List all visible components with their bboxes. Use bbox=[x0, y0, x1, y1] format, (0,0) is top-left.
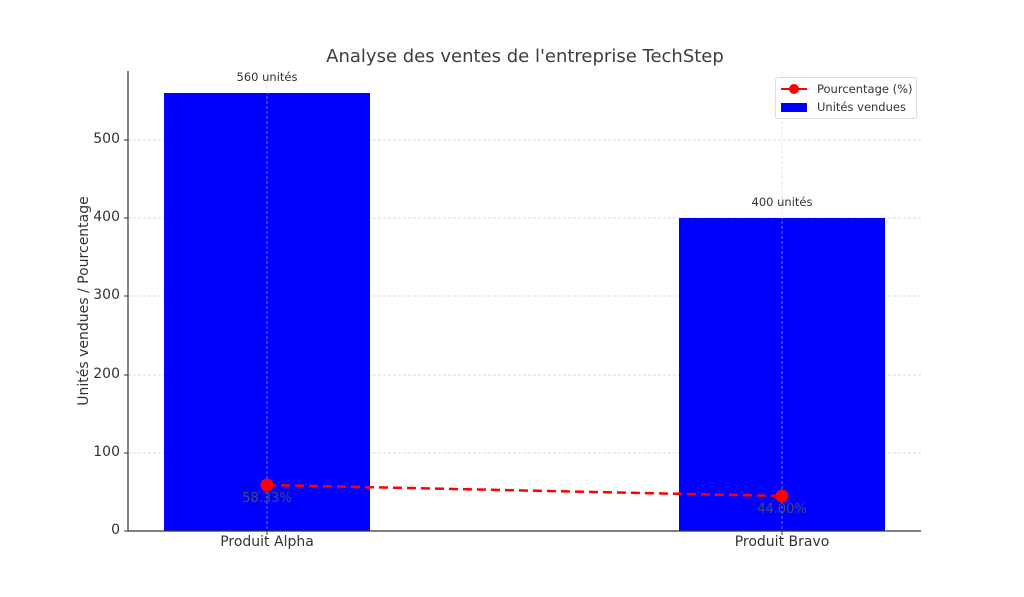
percentage-label-alpha: 58.33% bbox=[242, 491, 292, 506]
x-tick-label-alpha: Produit Alpha bbox=[220, 534, 314, 550]
x-tick-marks bbox=[266, 531, 783, 535]
bar-value-label-bravo: 400 unités bbox=[751, 195, 813, 209]
legend-label: Pourcentage (%) bbox=[817, 82, 913, 96]
vertical-gridlines bbox=[266, 71, 783, 531]
legend: Pourcentage (%) Unités vendues bbox=[775, 77, 917, 119]
bar-value-label-alpha: 560 unités bbox=[236, 70, 298, 84]
percentage-point-bravo bbox=[775, 489, 789, 503]
line-marker-icon bbox=[781, 83, 807, 95]
chart-title: Analyse des ventes de l'entreprise TechS… bbox=[326, 46, 724, 67]
bar-patch-icon bbox=[781, 102, 807, 112]
percentage-line bbox=[266, 483, 783, 498]
y-tick-label: 0 bbox=[111, 522, 120, 538]
y-tick-label: 500 bbox=[93, 131, 120, 147]
legend-item-units: Unités vendues bbox=[781, 99, 906, 115]
bar-produit-bravo bbox=[679, 218, 885, 531]
y-tick-label: 100 bbox=[93, 444, 120, 460]
percentage-label-bravo: 44.00% bbox=[757, 502, 807, 517]
y-tick-marks bbox=[124, 139, 128, 532]
legend-item-percentage: Pourcentage (%) bbox=[781, 81, 913, 97]
y-tick-label: 200 bbox=[93, 366, 120, 382]
y-tick-label: 400 bbox=[93, 209, 120, 225]
legend-label: Unités vendues bbox=[817, 100, 906, 114]
y-tick-label: 300 bbox=[93, 287, 120, 303]
percentage-point-alpha bbox=[260, 478, 274, 492]
x-tick-label-bravo: Produit Bravo bbox=[734, 534, 830, 550]
